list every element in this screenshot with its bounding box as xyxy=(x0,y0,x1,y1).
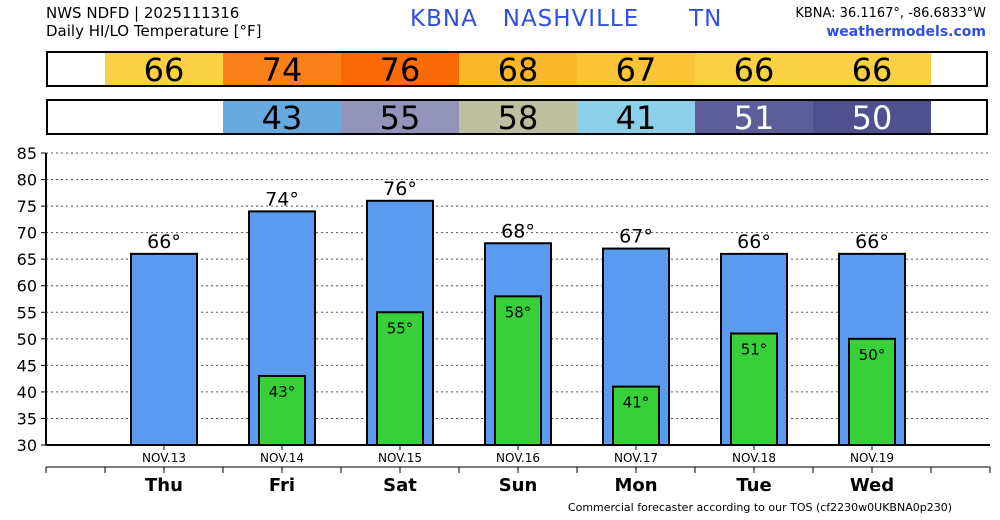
product-name: Daily HI/LO Temperature [°F] xyxy=(46,22,262,40)
site-link[interactable]: weathermodels.com xyxy=(826,24,986,40)
station-info: KBNA: 36.1167°, -86.6833°W weathermodels… xyxy=(795,5,986,41)
lo-strip-cell: 43 xyxy=(223,101,341,135)
y-tick-label: 65 xyxy=(17,250,37,269)
lo-temp-label: 41° xyxy=(623,394,650,412)
lo-strip-cell: 51 xyxy=(695,101,813,135)
day-label: Sat xyxy=(383,475,417,496)
lo-strip-cell: 58 xyxy=(459,101,577,135)
day-label: Fri xyxy=(269,475,295,496)
day-label: Tue xyxy=(736,475,771,496)
footer-note: Commercial forecaster according to our T… xyxy=(567,501,952,514)
y-tick-label: 55 xyxy=(17,303,37,322)
hi-temp-label: 68° xyxy=(501,220,535,242)
y-tick-label: 45 xyxy=(17,356,37,375)
day-label: Sun xyxy=(499,475,538,496)
lo-temp-bar xyxy=(494,295,542,446)
y-tick-label: 50 xyxy=(17,330,37,349)
product-id: NWS NDFD | 2025111316 xyxy=(46,4,240,22)
hi-strip-cell: 76 xyxy=(341,53,459,87)
hi-strip-cell: 66 xyxy=(105,53,223,87)
lo-temp-bar xyxy=(376,311,424,446)
hi-strip-cell: 66 xyxy=(813,53,931,87)
lo-temp-label: 50° xyxy=(859,346,886,364)
lo-temp-bar xyxy=(848,337,896,446)
hi-temp-label: 66° xyxy=(147,231,181,253)
hi-strip-cell: 74 xyxy=(223,53,341,87)
lo-strip-cell: 55 xyxy=(341,101,459,135)
hi-temp-label: 76° xyxy=(383,178,417,200)
day-label: Mon xyxy=(614,475,657,496)
y-tick-label: 80 xyxy=(17,171,37,190)
hi-temp-label: 66° xyxy=(855,231,889,253)
date-label: NOV.15 xyxy=(378,451,422,465)
lo-temp-label: 58° xyxy=(505,303,532,321)
hi-temp-label: 66° xyxy=(737,231,771,253)
date-label: NOV.14 xyxy=(260,451,304,465)
temperature-chart: 30 35 40 45 50 55 60 65 70 75 80 85 66° NOV.13 Thu 74° 4… xyxy=(17,144,991,496)
y-tick-label: 85 xyxy=(17,144,37,163)
y-tick-label: 30 xyxy=(17,436,37,455)
lo-temp-label: 51° xyxy=(741,341,768,359)
y-tick-label: 40 xyxy=(17,383,37,402)
y-tick-label: 75 xyxy=(17,197,37,216)
hi-strip-cell: 66 xyxy=(695,53,813,87)
lo-strip-cell: 50 xyxy=(813,101,931,135)
product-header: NWS NDFD | 2025111316 Daily HI/LO Temper… xyxy=(46,4,262,40)
lo-temp-label: 43° xyxy=(269,383,296,401)
hi-temp-bar xyxy=(130,252,198,446)
station-title: KBNA NASHVILLE TN xyxy=(410,6,723,32)
date-label: NOV.16 xyxy=(496,451,540,465)
lo-strip-cell xyxy=(105,101,223,133)
day-label: Wed xyxy=(850,475,894,496)
lo-strip: 43 55 58 41 51 50 xyxy=(46,99,988,135)
hi-temp-label: 74° xyxy=(265,188,299,210)
station-coords: KBNA: 36.1167°, -86.6833°W xyxy=(795,6,986,21)
hi-strip: 66 74 76 68 67 66 66 xyxy=(46,51,988,87)
lo-temp-bar xyxy=(612,385,660,447)
date-label: NOV.18 xyxy=(732,451,776,465)
day-label: Thu xyxy=(145,475,183,496)
hi-strip-cell: 67 xyxy=(577,53,695,87)
y-tick-label: 60 xyxy=(17,277,37,296)
lo-temp-label: 55° xyxy=(387,319,414,337)
date-label: NOV.13 xyxy=(142,451,186,465)
hi-strip-cell: 68 xyxy=(459,53,577,87)
y-tick-label: 35 xyxy=(17,409,37,428)
date-label: NOV.17 xyxy=(614,451,658,465)
date-label: NOV.19 xyxy=(850,451,894,465)
hi-temp-label: 67° xyxy=(619,226,653,248)
lo-strip-cell: 41 xyxy=(577,101,695,135)
y-tick-label: 70 xyxy=(17,224,37,243)
